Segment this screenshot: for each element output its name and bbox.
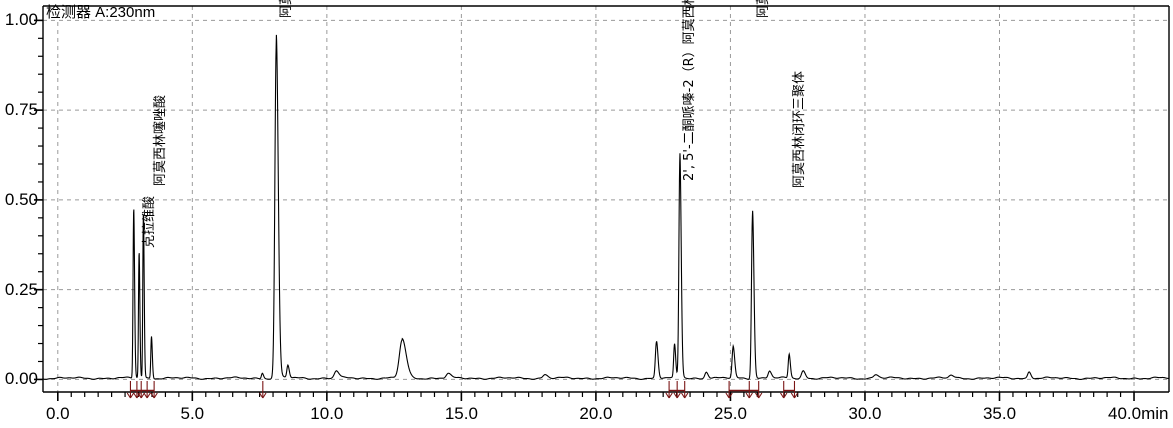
peak-label: 克拉维酸: [142, 195, 158, 248]
peak-markers: [126, 381, 799, 399]
peak-label: 阿莫西林闭环二聚体: [756, 0, 771, 18]
peak-label: 阿莫西林: [279, 0, 294, 18]
x-axis-tick-label: 25.0: [713, 404, 747, 423]
x-axis-tick-label: 0.0: [45, 404, 70, 423]
axis-lines: [34, 5, 1170, 401]
x-axis-tick-label: 15.0: [444, 404, 478, 423]
y-axis-tick-label: 0.25: [4, 279, 38, 299]
peak-label: 2', 5'-二酮哌嗪-2（R）阿莫西林: [682, 0, 698, 181]
y-axis-tick-label: 0.00: [4, 369, 38, 389]
grid-lines: [43, 6, 1169, 392]
x-axis-tick-label: 20.0: [579, 404, 613, 423]
chromatogram-trace: [42, 34, 1169, 380]
detector-label: 检测器 A:230nm: [46, 4, 156, 21]
x-axis-tick-label: 35.0: [982, 404, 1017, 423]
y-axis-tick-label: 1.00: [4, 10, 38, 30]
x-axis-tick-label: 10.0: [310, 404, 344, 423]
peak-label: 阿莫西林闭环三聚体: [792, 70, 808, 188]
y-axis-tick-label: 0.50: [4, 189, 38, 209]
x-axis-tick-label: 30.0: [848, 404, 882, 423]
x-axis-unit-label: 40.0min: [1108, 404, 1169, 423]
x-axis-tick-label: 5.0: [180, 404, 205, 423]
y-axis-tick-label: 0.75: [4, 100, 38, 120]
peak-label: 阿莫西林噻唑酸: [153, 94, 169, 186]
